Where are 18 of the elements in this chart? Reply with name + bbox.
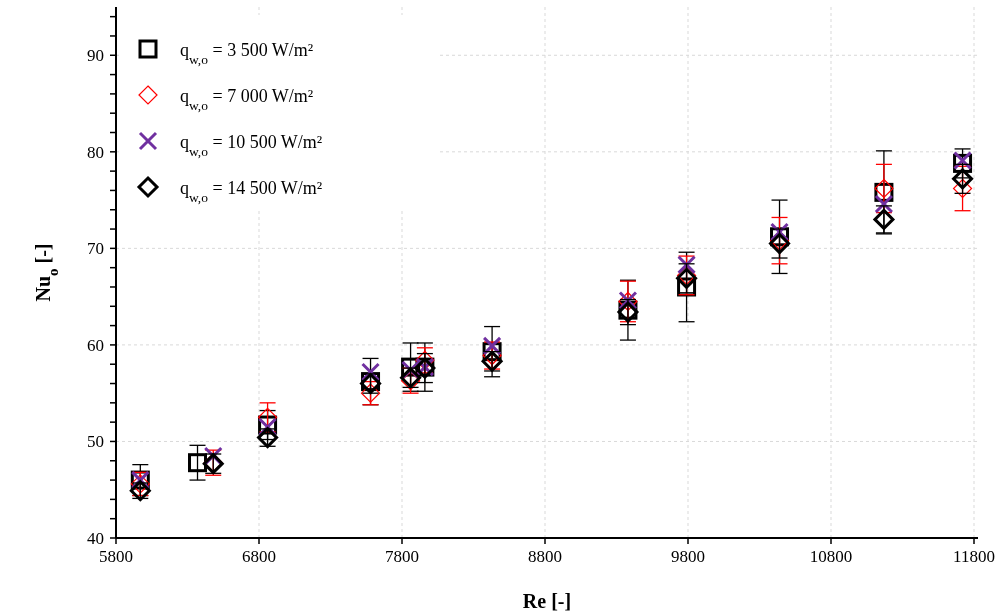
x-tick-label: 5800 [99,547,133,566]
y-tick-label: 90 [87,46,104,66]
x-tick-label: 11800 [953,547,995,566]
x-tick-label: 8800 [528,547,562,566]
legend-label: q$_{w,o}$ = 3 500 W/m² [180,40,314,67]
y-tick-label: 70 [87,239,104,259]
legend-label: q$_{w,o}$ = 7 000 W/m² [180,86,314,113]
x-tick-label: 10800 [809,547,853,566]
x-tick-label: 9800 [671,547,705,566]
x-axis-title: Re [-] [522,590,572,612]
y-tick-label: 40 [87,529,104,548]
y-tick-label: 50 [87,432,104,452]
x-tick-label: 6800 [242,547,276,566]
x-tick-label: 7800 [385,547,419,566]
legend-label: q$_{w,o}$ = 14 500 W/m² [180,178,323,205]
y-tick-label: 60 [87,335,104,355]
y-tick-label: 80 [87,142,104,162]
legend-label: q$_{w,o}$ = 10 500 W/m² [180,132,323,159]
